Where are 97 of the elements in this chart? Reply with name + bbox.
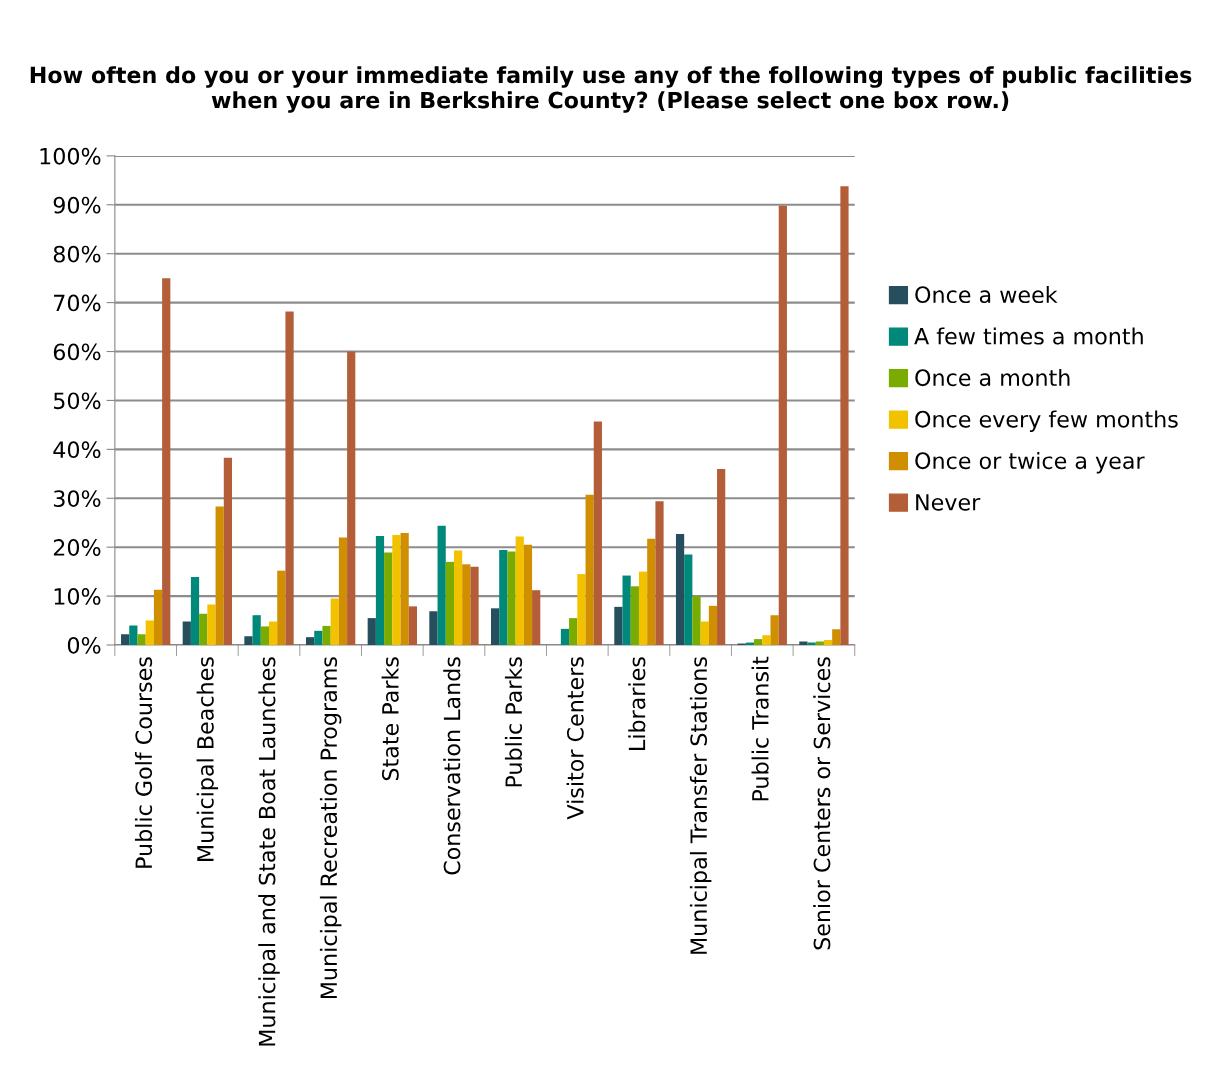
legend-label: Never bbox=[916, 494, 981, 511]
bar bbox=[593, 421, 602, 645]
y-tick-label: 80% bbox=[53, 245, 101, 263]
bar bbox=[260, 626, 269, 645]
bar bbox=[523, 544, 533, 645]
x-tick-label: Public Transit bbox=[751, 656, 769, 801]
bar bbox=[499, 550, 508, 645]
bar bbox=[244, 636, 253, 645]
bar bbox=[675, 533, 685, 645]
legend-label: A few times a month bbox=[914, 327, 1143, 345]
bar bbox=[470, 566, 479, 645]
bar bbox=[614, 606, 623, 645]
x-tick-label: Public Golf Courses bbox=[134, 657, 153, 868]
bar bbox=[684, 554, 693, 645]
bar bbox=[215, 506, 224, 645]
bar bbox=[223, 457, 233, 645]
bar bbox=[322, 625, 331, 645]
bar bbox=[400, 532, 409, 645]
bar bbox=[569, 618, 578, 645]
bar bbox=[647, 538, 656, 645]
bar bbox=[153, 589, 163, 645]
x-tick-label: Libraries bbox=[628, 657, 646, 750]
y-tick-label: 100% bbox=[40, 147, 101, 165]
y-tick-label: 0% bbox=[67, 636, 101, 654]
legend-label: Once every few months bbox=[915, 410, 1178, 432]
bar bbox=[437, 525, 446, 645]
bar bbox=[314, 630, 323, 645]
legend-label: Once a week bbox=[915, 285, 1058, 304]
bar bbox=[121, 634, 130, 645]
x-tick-label: Municipal Transfer Stations bbox=[689, 657, 712, 954]
bar bbox=[252, 615, 261, 645]
y-tick-label: 40% bbox=[53, 441, 101, 459]
bar bbox=[585, 494, 594, 645]
bar bbox=[700, 621, 709, 645]
x-tick-label: Conservation Lands bbox=[443, 657, 461, 875]
bar bbox=[823, 640, 833, 645]
bar bbox=[754, 639, 763, 645]
bar bbox=[306, 637, 315, 645]
bar bbox=[778, 205, 787, 645]
x-tick-label: Municipal Recreation Programs bbox=[319, 657, 342, 999]
bar bbox=[622, 575, 631, 645]
bar bbox=[408, 606, 417, 645]
x-tick-label: State Parks bbox=[381, 657, 399, 781]
bar bbox=[384, 552, 393, 645]
y-tick-label: 60% bbox=[53, 343, 101, 361]
bar bbox=[367, 618, 376, 645]
bar bbox=[507, 551, 516, 645]
bar bbox=[330, 598, 339, 645]
bar bbox=[429, 611, 438, 645]
bar bbox=[182, 621, 191, 645]
legend-label: Once or twice a year bbox=[915, 451, 1145, 474]
bar bbox=[708, 605, 718, 645]
y-tick-label: 70% bbox=[54, 294, 101, 312]
bar bbox=[770, 615, 779, 645]
bar bbox=[453, 550, 463, 645]
bar bbox=[392, 534, 401, 645]
y-tick-label: 20% bbox=[53, 539, 101, 556]
bar bbox=[190, 577, 200, 645]
bar bbox=[199, 613, 208, 645]
bar bbox=[129, 625, 138, 645]
bar bbox=[532, 590, 541, 645]
y-tick-label: 90% bbox=[53, 196, 101, 214]
bar bbox=[638, 571, 648, 645]
y-tick-label: 10% bbox=[54, 588, 101, 605]
bar bbox=[630, 586, 639, 645]
bar bbox=[338, 537, 348, 645]
bar bbox=[762, 635, 771, 645]
bar bbox=[840, 186, 849, 645]
bar bbox=[832, 629, 841, 645]
bar bbox=[560, 628, 570, 645]
bar bbox=[655, 501, 664, 645]
bar bbox=[375, 535, 385, 645]
bar bbox=[277, 570, 286, 645]
bar bbox=[137, 634, 146, 645]
bar bbox=[445, 561, 454, 645]
chart-title: How often do you or your immediate family use any of the following types of public facilities when you are in Berkshire County? (Please select one box row.) bbox=[30, 66, 1192, 113]
bar bbox=[462, 564, 471, 645]
bar bbox=[692, 596, 701, 645]
bar bbox=[207, 604, 216, 645]
x-tick-label: Visitor Centers bbox=[566, 657, 584, 820]
bar bbox=[347, 351, 356, 645]
legend-label: Once a month bbox=[915, 368, 1070, 387]
bar bbox=[515, 536, 524, 645]
bar bbox=[269, 621, 278, 645]
bar bbox=[145, 620, 154, 645]
bar bbox=[490, 608, 500, 645]
x-tick-label: Senior Centers or Services bbox=[813, 657, 831, 950]
bar bbox=[577, 574, 586, 645]
bar bbox=[285, 311, 294, 645]
x-tick-label: Public Parks bbox=[504, 657, 523, 787]
x-tick-label: Municipal and State Boat Launches bbox=[258, 657, 280, 1046]
x-tick-label: Municipal Beaches bbox=[196, 657, 219, 861]
bar bbox=[807, 642, 816, 645]
bar bbox=[717, 468, 726, 645]
y-tick-label: 30% bbox=[53, 490, 101, 508]
bar bbox=[162, 278, 171, 645]
y-tick-label: 50% bbox=[53, 392, 101, 410]
